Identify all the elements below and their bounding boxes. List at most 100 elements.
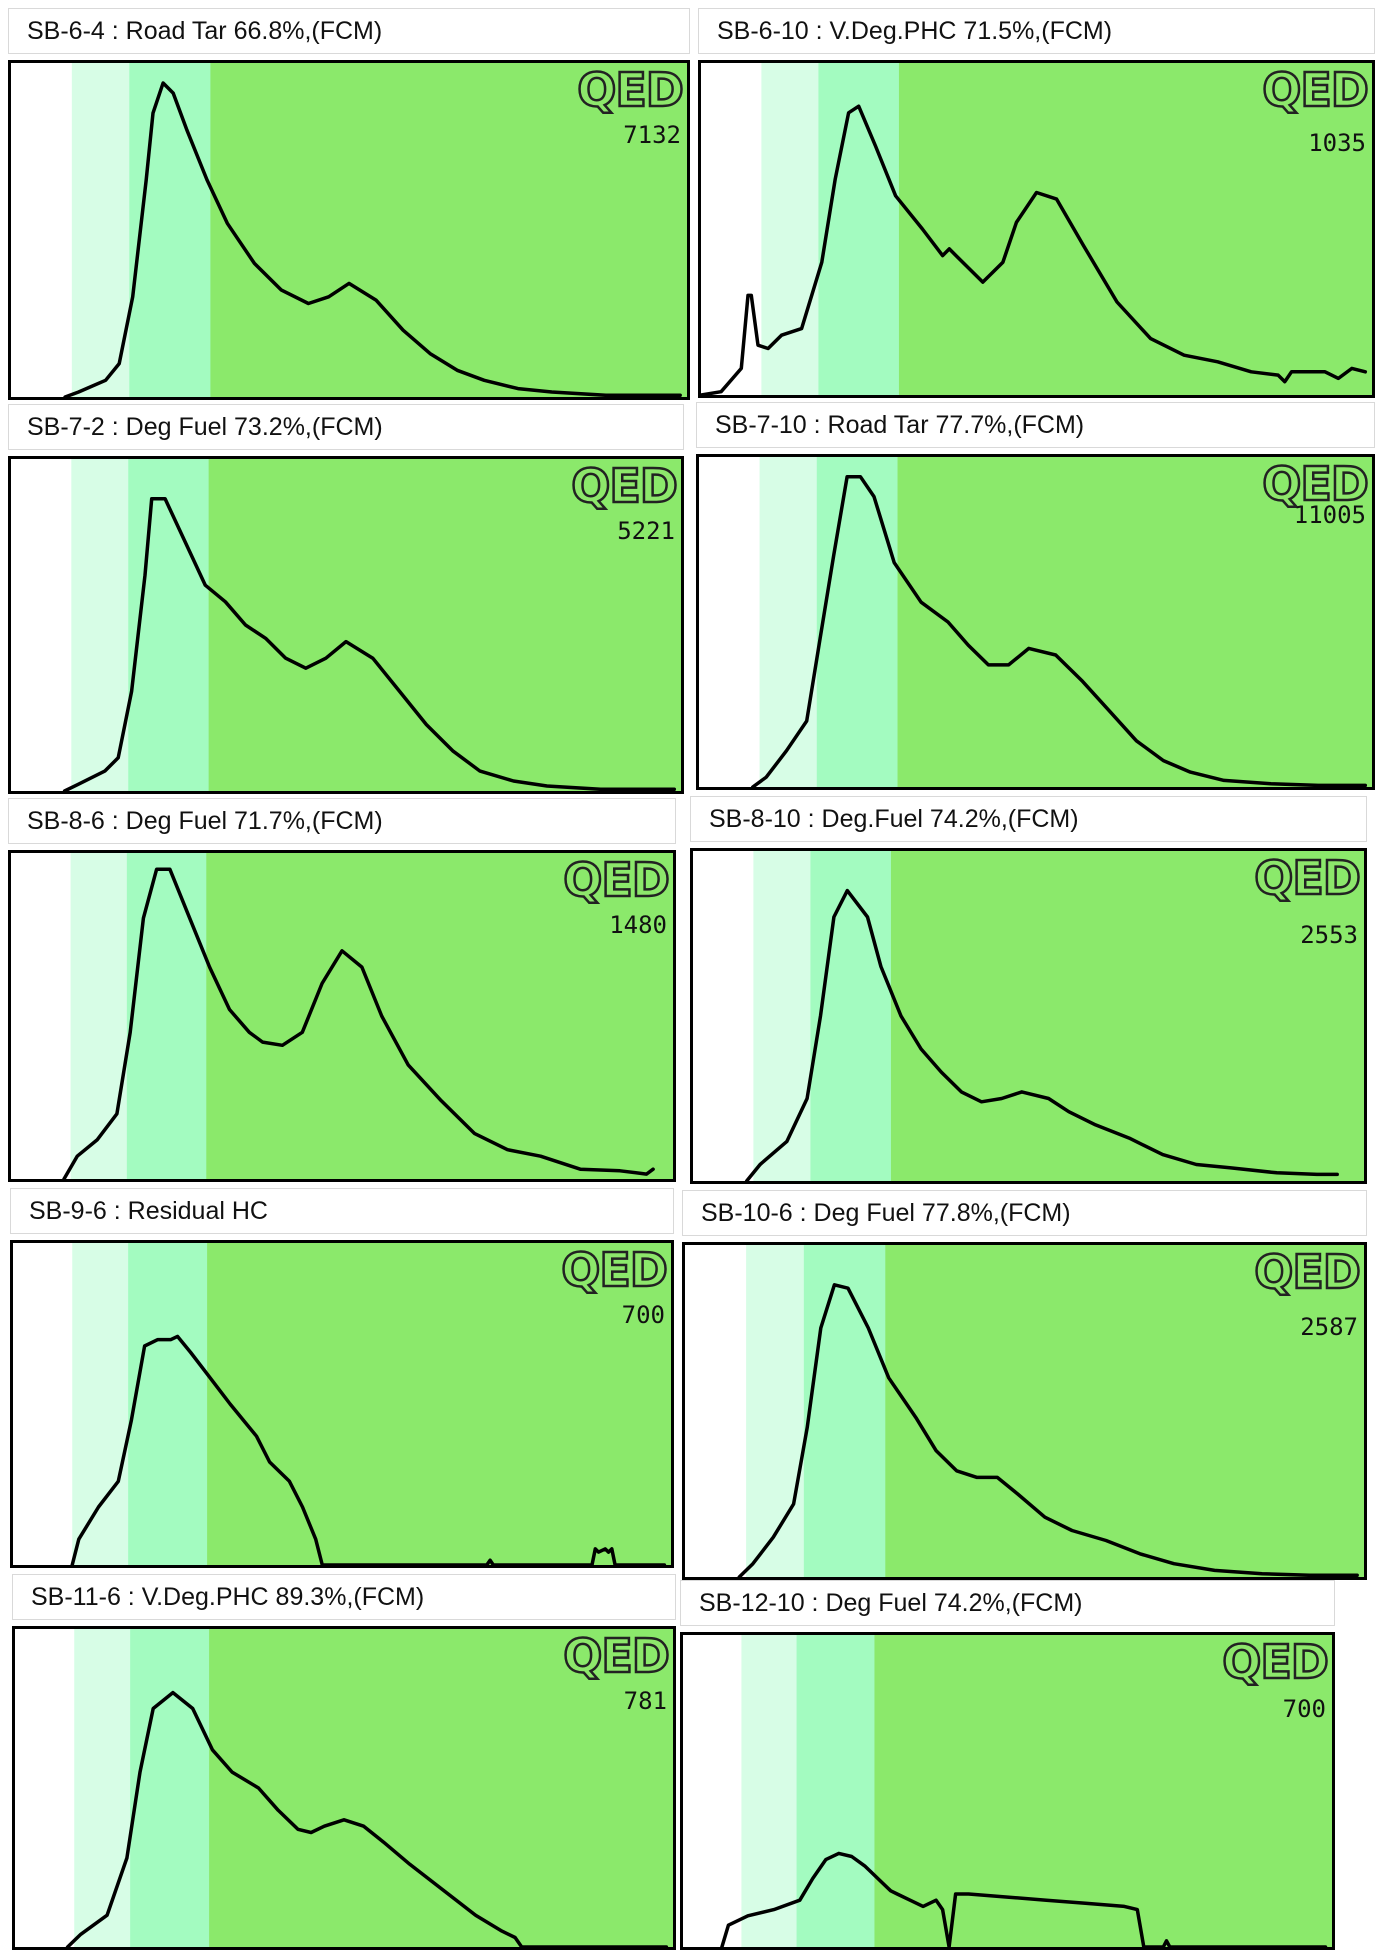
band-main bbox=[206, 853, 673, 1179]
panel-title: SB-11-6 : V.Deg.PHC 89.3%,(FCM) bbox=[12, 1574, 676, 1620]
band-white bbox=[11, 459, 72, 791]
plot-area: QED 700 bbox=[10, 1240, 674, 1568]
panel-title: SB-12-10 : Deg Fuel 74.2%,(FCM) bbox=[680, 1580, 1335, 1626]
panel-sb-6-10: SB-6-10 : V.Deg.PHC 71.5%,(FCM) QED 1035 bbox=[698, 8, 1375, 398]
chromatogram-svg bbox=[699, 457, 1372, 787]
band-pale bbox=[74, 1629, 131, 1947]
band-white bbox=[685, 1245, 747, 1577]
chromatogram-trace bbox=[751, 475, 1368, 787]
max-value-label: 781 bbox=[623, 1687, 667, 1715]
chromatogram-trace bbox=[70, 1334, 667, 1565]
band-white bbox=[11, 63, 73, 397]
panel-sb-12-10: SB-12-10 : Deg Fuel 74.2%,(FCM) QED 700 bbox=[680, 1580, 1335, 1950]
max-value-label: 700 bbox=[1282, 1695, 1326, 1723]
band-light bbox=[128, 459, 210, 791]
band-main bbox=[208, 459, 681, 791]
band-pale bbox=[741, 1635, 798, 1947]
panel-sb-6-4: SB-6-4 : Road Tar 66.8%,(FCM) QED 7132 bbox=[8, 8, 690, 400]
band-white bbox=[11, 853, 72, 1179]
qed-logo: QED bbox=[1221, 1635, 1330, 1689]
panel-title: SB-8-6 : Deg Fuel 71.7%,(FCM) bbox=[8, 798, 676, 844]
plot-area: QED 1480 bbox=[8, 850, 676, 1182]
band-main bbox=[890, 851, 1364, 1181]
chromatogram-svg bbox=[693, 851, 1364, 1181]
band-main bbox=[209, 1629, 673, 1947]
plot-area: QED 5221 bbox=[8, 456, 684, 794]
band-light bbox=[810, 851, 892, 1181]
qed-logo: QED bbox=[570, 459, 679, 513]
band-white bbox=[683, 1635, 742, 1947]
band-white bbox=[693, 851, 754, 1181]
max-value-label: 7132 bbox=[623, 121, 681, 149]
chromatogram-trace bbox=[62, 497, 677, 791]
chromatogram-trace bbox=[744, 888, 1339, 1181]
band-white bbox=[699, 457, 761, 787]
chromatogram-trace bbox=[63, 81, 682, 397]
max-value-label: 11005 bbox=[1293, 501, 1366, 529]
max-value-label: 2587 bbox=[1300, 1313, 1358, 1341]
band-pale bbox=[70, 853, 128, 1179]
max-value-label: 2553 bbox=[1300, 921, 1358, 949]
plot-area: QED 7132 bbox=[8, 60, 690, 400]
panel-sb-8-6: SB-8-6 : Deg Fuel 71.7%,(FCM) QED 1480 bbox=[8, 798, 676, 1182]
band-light bbox=[130, 1629, 210, 1947]
panel-sb-10-6: SB-10-6 : Deg Fuel 77.8%,(FCM) QED 2587 bbox=[682, 1190, 1367, 1580]
band-white bbox=[15, 1629, 75, 1947]
panel-sb-7-10: SB-7-10 : Road Tar 77.7%,(FCM) QED 11005 bbox=[696, 402, 1375, 790]
band-light bbox=[803, 1245, 886, 1577]
band-light bbox=[129, 63, 211, 397]
plot-area: QED 700 bbox=[680, 1632, 1335, 1950]
panel-title: SB-7-10 : Road Tar 77.7%,(FCM) bbox=[696, 402, 1375, 448]
band-light bbox=[126, 853, 207, 1179]
band-light bbox=[816, 457, 899, 787]
band-main bbox=[897, 457, 1372, 787]
band-pale bbox=[71, 63, 130, 397]
qed-logo: QED bbox=[562, 853, 671, 907]
panel-sb-8-10: SB-8-10 : Deg.Fuel 74.2%,(FCM) QED 2553 bbox=[690, 796, 1367, 1184]
band-white bbox=[701, 63, 762, 395]
qed-logo: QED bbox=[1253, 851, 1362, 905]
chromatogram-svg bbox=[685, 1245, 1364, 1577]
chromatogram-svg bbox=[13, 1243, 671, 1565]
chromatogram-trace bbox=[737, 1283, 1359, 1577]
panel-title: SB-9-6 : Residual HC bbox=[10, 1188, 674, 1234]
plot-area: QED 1035 bbox=[698, 60, 1375, 398]
chromatogram-svg bbox=[11, 63, 687, 397]
panel-title: SB-7-2 : Deg Fuel 73.2%,(FCM) bbox=[8, 404, 684, 450]
chromatogram-svg bbox=[15, 1629, 673, 1947]
band-light bbox=[128, 1243, 208, 1565]
plot-area: QED 2553 bbox=[690, 848, 1367, 1184]
qed-logo: QED bbox=[562, 1629, 671, 1683]
qed-logo: QED bbox=[576, 63, 685, 117]
max-value-label: 700 bbox=[621, 1301, 665, 1329]
band-pale bbox=[759, 457, 818, 787]
chromatogram-svg bbox=[683, 1635, 1332, 1947]
band-main bbox=[898, 63, 1372, 395]
plot-area: QED 11005 bbox=[696, 454, 1375, 790]
chromatogram-trace bbox=[62, 867, 655, 1179]
panel-title: SB-8-10 : Deg.Fuel 74.2%,(FCM) bbox=[690, 796, 1367, 842]
panel-title: SB-6-4 : Road Tar 66.8%,(FCM) bbox=[8, 8, 690, 54]
panel-sb-9-6: SB-9-6 : Residual HC QED 700 bbox=[10, 1188, 674, 1568]
band-light bbox=[818, 63, 900, 395]
plot-area: QED 781 bbox=[12, 1626, 676, 1950]
band-main bbox=[210, 63, 687, 397]
chromatogram-svg bbox=[701, 63, 1372, 395]
panel-title: SB-10-6 : Deg Fuel 77.8%,(FCM) bbox=[682, 1190, 1367, 1236]
chromatogram-trace bbox=[65, 1690, 669, 1947]
band-main bbox=[207, 1243, 671, 1565]
chromatogram-trace bbox=[701, 104, 1368, 395]
qed-logo: QED bbox=[560, 1243, 669, 1297]
panel-sb-7-2: SB-7-2 : Deg Fuel 73.2%,(FCM) QED 5221 bbox=[8, 404, 684, 794]
band-light bbox=[796, 1635, 875, 1947]
band-pale bbox=[761, 63, 819, 395]
panel-title: SB-6-10 : V.Deg.PHC 71.5%,(FCM) bbox=[698, 8, 1375, 54]
plot-area: QED 2587 bbox=[682, 1242, 1367, 1580]
panel-sb-11-6: SB-11-6 : V.Deg.PHC 89.3%,(FCM) QED 781 bbox=[12, 1574, 676, 1950]
qed-logo: QED bbox=[1253, 1245, 1362, 1299]
chromatogram-svg bbox=[11, 853, 673, 1179]
band-pale bbox=[746, 1245, 805, 1577]
max-value-label: 1480 bbox=[609, 911, 667, 939]
max-value-label: 1035 bbox=[1308, 129, 1366, 157]
qed-logo: QED bbox=[1261, 457, 1370, 511]
